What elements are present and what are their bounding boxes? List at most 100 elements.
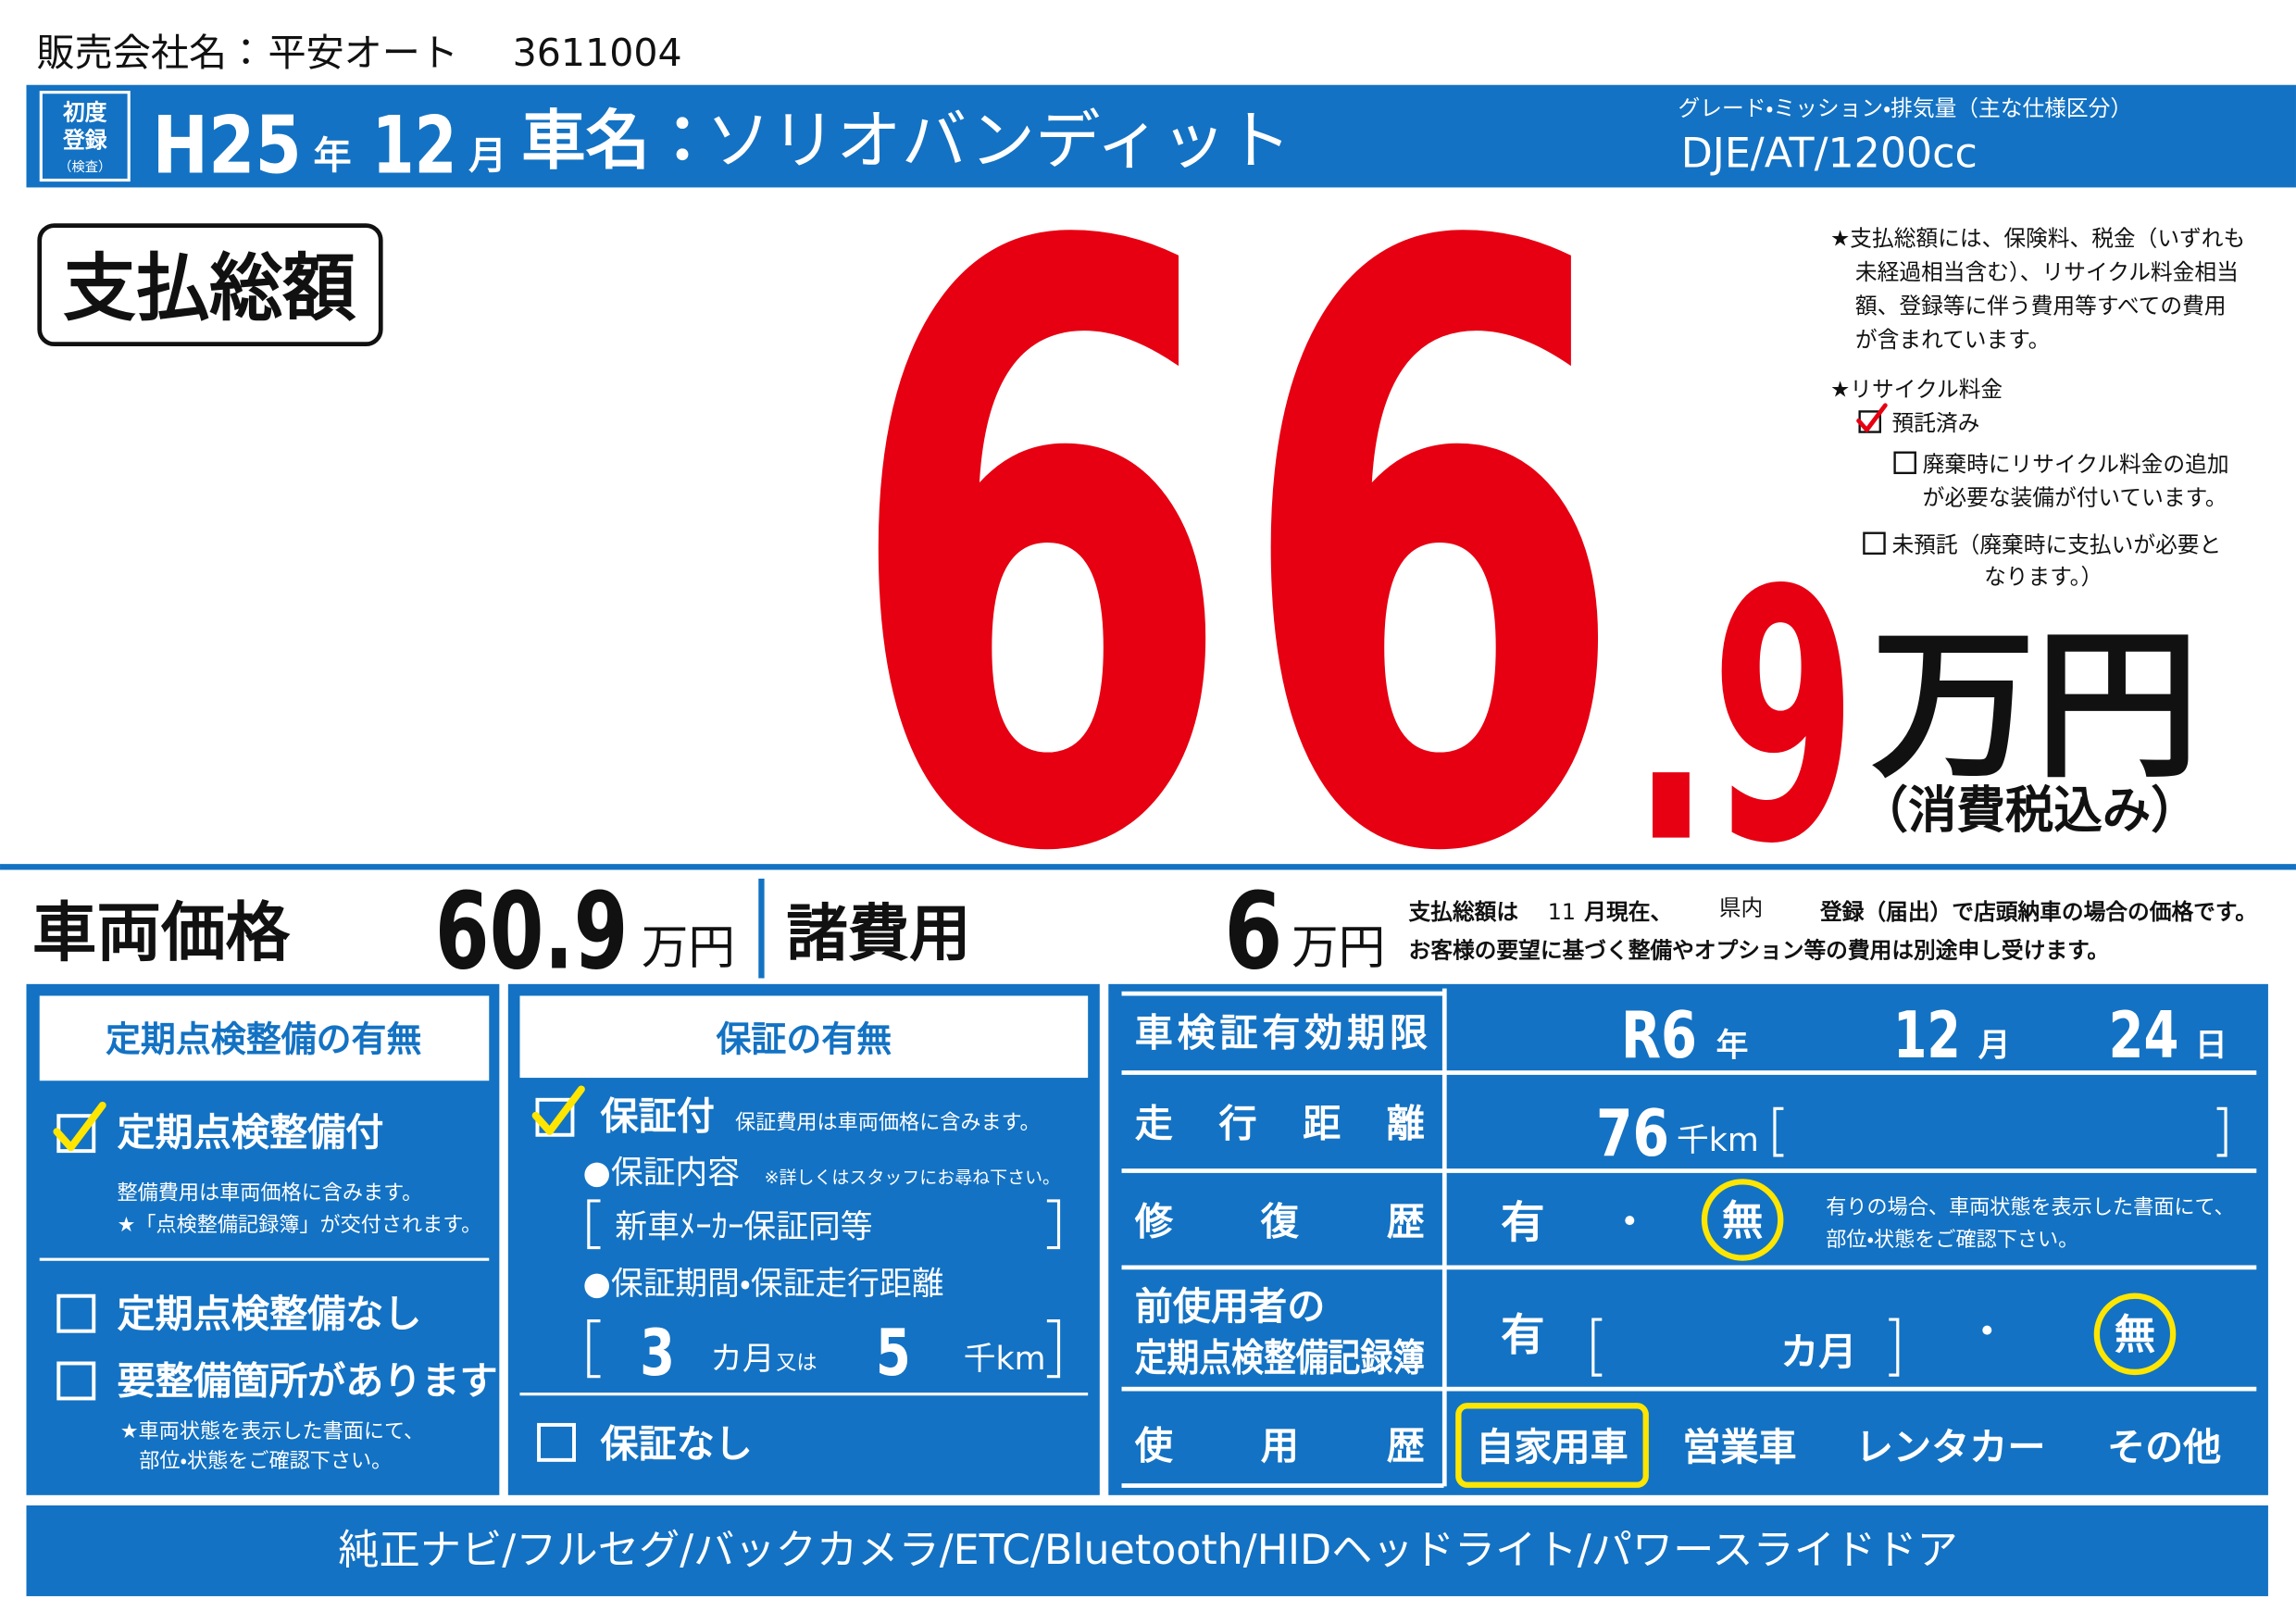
row-label: 前使用者の <box>1135 1284 1326 1329</box>
selection-circle <box>1701 1179 1784 1261</box>
rule <box>1441 988 1447 1487</box>
year-unit: 年 <box>313 133 351 178</box>
checkbox-box <box>56 1293 96 1333</box>
tax-note: （消費税込み） <box>1860 781 2200 840</box>
total-note: ★支払総額には、保険料、税金（いずれも <box>1830 226 2245 252</box>
expiry-day-unit: 日 <box>2195 1027 2227 1064</box>
price-decimal: .9 <box>1631 518 1857 920</box>
fees-unit: 万円 <box>1292 920 1385 975</box>
equipment: 純正ナビ/フルセグ/バックカメラ/ETC/Bluetooth/HIDヘッドライト… <box>338 1527 1958 1574</box>
vehicle-price-unit: 万円 <box>642 920 735 975</box>
rule <box>1121 1070 2257 1075</box>
recycle-option: なります。） <box>1984 564 2103 590</box>
first-registration-label: 登録 <box>62 128 107 154</box>
expiry-year-unit: 年 <box>1716 1027 1749 1064</box>
checkbox-box <box>56 1361 96 1401</box>
recycle-option: 未預託（廃棄時に支払いが必要と <box>1891 531 2221 557</box>
company-label: 販売会社名： <box>37 31 266 75</box>
price-condition: お客様の要望に基づく整備やオプション等の費用は別途申し受けます。 <box>1409 937 2110 963</box>
checkbox-box <box>1893 451 1916 475</box>
first-registration-label: （検査） <box>58 159 111 175</box>
inspection-option: 定期点検整備付 <box>118 1110 384 1155</box>
recycle-option: 預託済み <box>1891 410 1979 436</box>
selection-circle <box>2093 1293 2177 1376</box>
vehicle-info-panel <box>1108 983 2268 1495</box>
expiry-month: 12 <box>1893 998 1961 1073</box>
usage-option: 営業車 <box>1682 1425 1796 1469</box>
fees: 6 <box>1224 869 1282 993</box>
checkbox-box <box>537 1422 576 1462</box>
rule <box>1121 1168 2257 1173</box>
checkbox <box>531 1085 585 1137</box>
check-mark <box>1856 403 1888 432</box>
price-condition: 11 <box>1548 899 1576 925</box>
dealer-code: 3611004 <box>513 31 682 75</box>
price-integer: 66 <box>843 77 1628 1031</box>
mileage-unit: 千km <box>1677 1122 1759 1159</box>
first-registration-box <box>39 91 131 182</box>
price-condition: 登録（届出）で店頭納車の場合の価格です。 <box>1819 899 2257 925</box>
month: 12 <box>372 101 457 193</box>
fees-label: 諸費用 <box>786 897 970 969</box>
total-note: 額、登録等に伴う費用等すべての費用 <box>1855 293 2227 319</box>
first-registration-label: 初度 <box>62 100 107 126</box>
expiry-era-year: R6 <box>1621 998 1697 1073</box>
warranty-content-label: ●保証内容 <box>583 1155 740 1192</box>
total-note: が含まれています。 <box>1855 327 2050 353</box>
checkbox <box>56 1293 96 1333</box>
recycle-option: が必要な装備が付いています。 <box>1923 485 2227 511</box>
company-name: 平安オート <box>268 31 458 75</box>
warranty-option: 保証付 <box>600 1093 714 1138</box>
price-condition: 支払総額は <box>1409 899 1519 925</box>
bracket <box>587 1199 1061 1250</box>
title-bar <box>26 84 2296 188</box>
checkbox <box>53 1101 106 1154</box>
check-mark <box>53 1101 106 1152</box>
checkbox <box>56 1361 96 1401</box>
rule <box>1121 991 1444 996</box>
checkbox-box <box>1863 531 1886 556</box>
vehicle-price-label: 車両価格 <box>32 895 291 970</box>
car-name-label: 車名： <box>521 104 715 179</box>
warranty-title: 保証の有無 <box>716 1019 892 1060</box>
warranty-or: 又は <box>776 1351 817 1375</box>
row-label: 定期点検整備記録簿 <box>1135 1335 1425 1380</box>
selection <box>2093 1293 2177 1376</box>
rule <box>1121 1265 2257 1270</box>
grid-lines <box>1121 988 2257 1488</box>
warranty-distance-unit: 千km <box>964 1341 1046 1378</box>
usage-option: 自家用車 <box>1476 1425 1628 1469</box>
warranty-content: 新車ﾒｰｶｰ保証同等 <box>615 1208 872 1245</box>
inspection-note: 整備費用は車両価格に含みます。 <box>118 1181 423 1205</box>
month-unit: 月 <box>468 133 506 178</box>
usage-option: レンタカー <box>1855 1425 2046 1469</box>
selection-box <box>1455 1403 1649 1488</box>
expiry-day: 24 <box>2109 998 2179 1073</box>
record-yes: 有 <box>1501 1310 1544 1361</box>
warranty-distance: 5 <box>876 1316 911 1391</box>
warranty-option: 保証なし <box>600 1422 752 1467</box>
warranty-title-box <box>519 995 1089 1079</box>
usage-option: その他 <box>2107 1425 2221 1469</box>
vehicle-price: 60.9 <box>435 869 629 993</box>
price-unit: 万円 <box>1871 613 2199 800</box>
rule <box>1121 1386 2257 1392</box>
row-label: 車検証有効期限 <box>1135 1010 1428 1055</box>
grade: DJE/AT/1200cc <box>1681 130 1978 177</box>
warranty-months: 3 <box>640 1316 675 1391</box>
inspection-title: 定期点検整備の有無 <box>106 1019 421 1060</box>
divider <box>0 864 2296 870</box>
expiry-month-unit: 月 <box>1978 1027 2011 1064</box>
selection <box>1701 1179 1784 1261</box>
car-name: ソリオバンディット <box>705 104 1292 179</box>
separator <box>758 878 765 979</box>
repair-separator: ・ <box>1611 1199 1649 1243</box>
checkbox <box>537 1422 576 1462</box>
rule <box>39 1257 490 1261</box>
bracket <box>1591 1318 1900 1377</box>
price-condition: 月現在、 <box>1583 899 1672 925</box>
mileage: 76 <box>1596 1096 1669 1171</box>
record-separator: ・ <box>1968 1309 2006 1354</box>
recycle-option: 廃棄時にリサイクル料金の追加 <box>1923 451 2229 477</box>
